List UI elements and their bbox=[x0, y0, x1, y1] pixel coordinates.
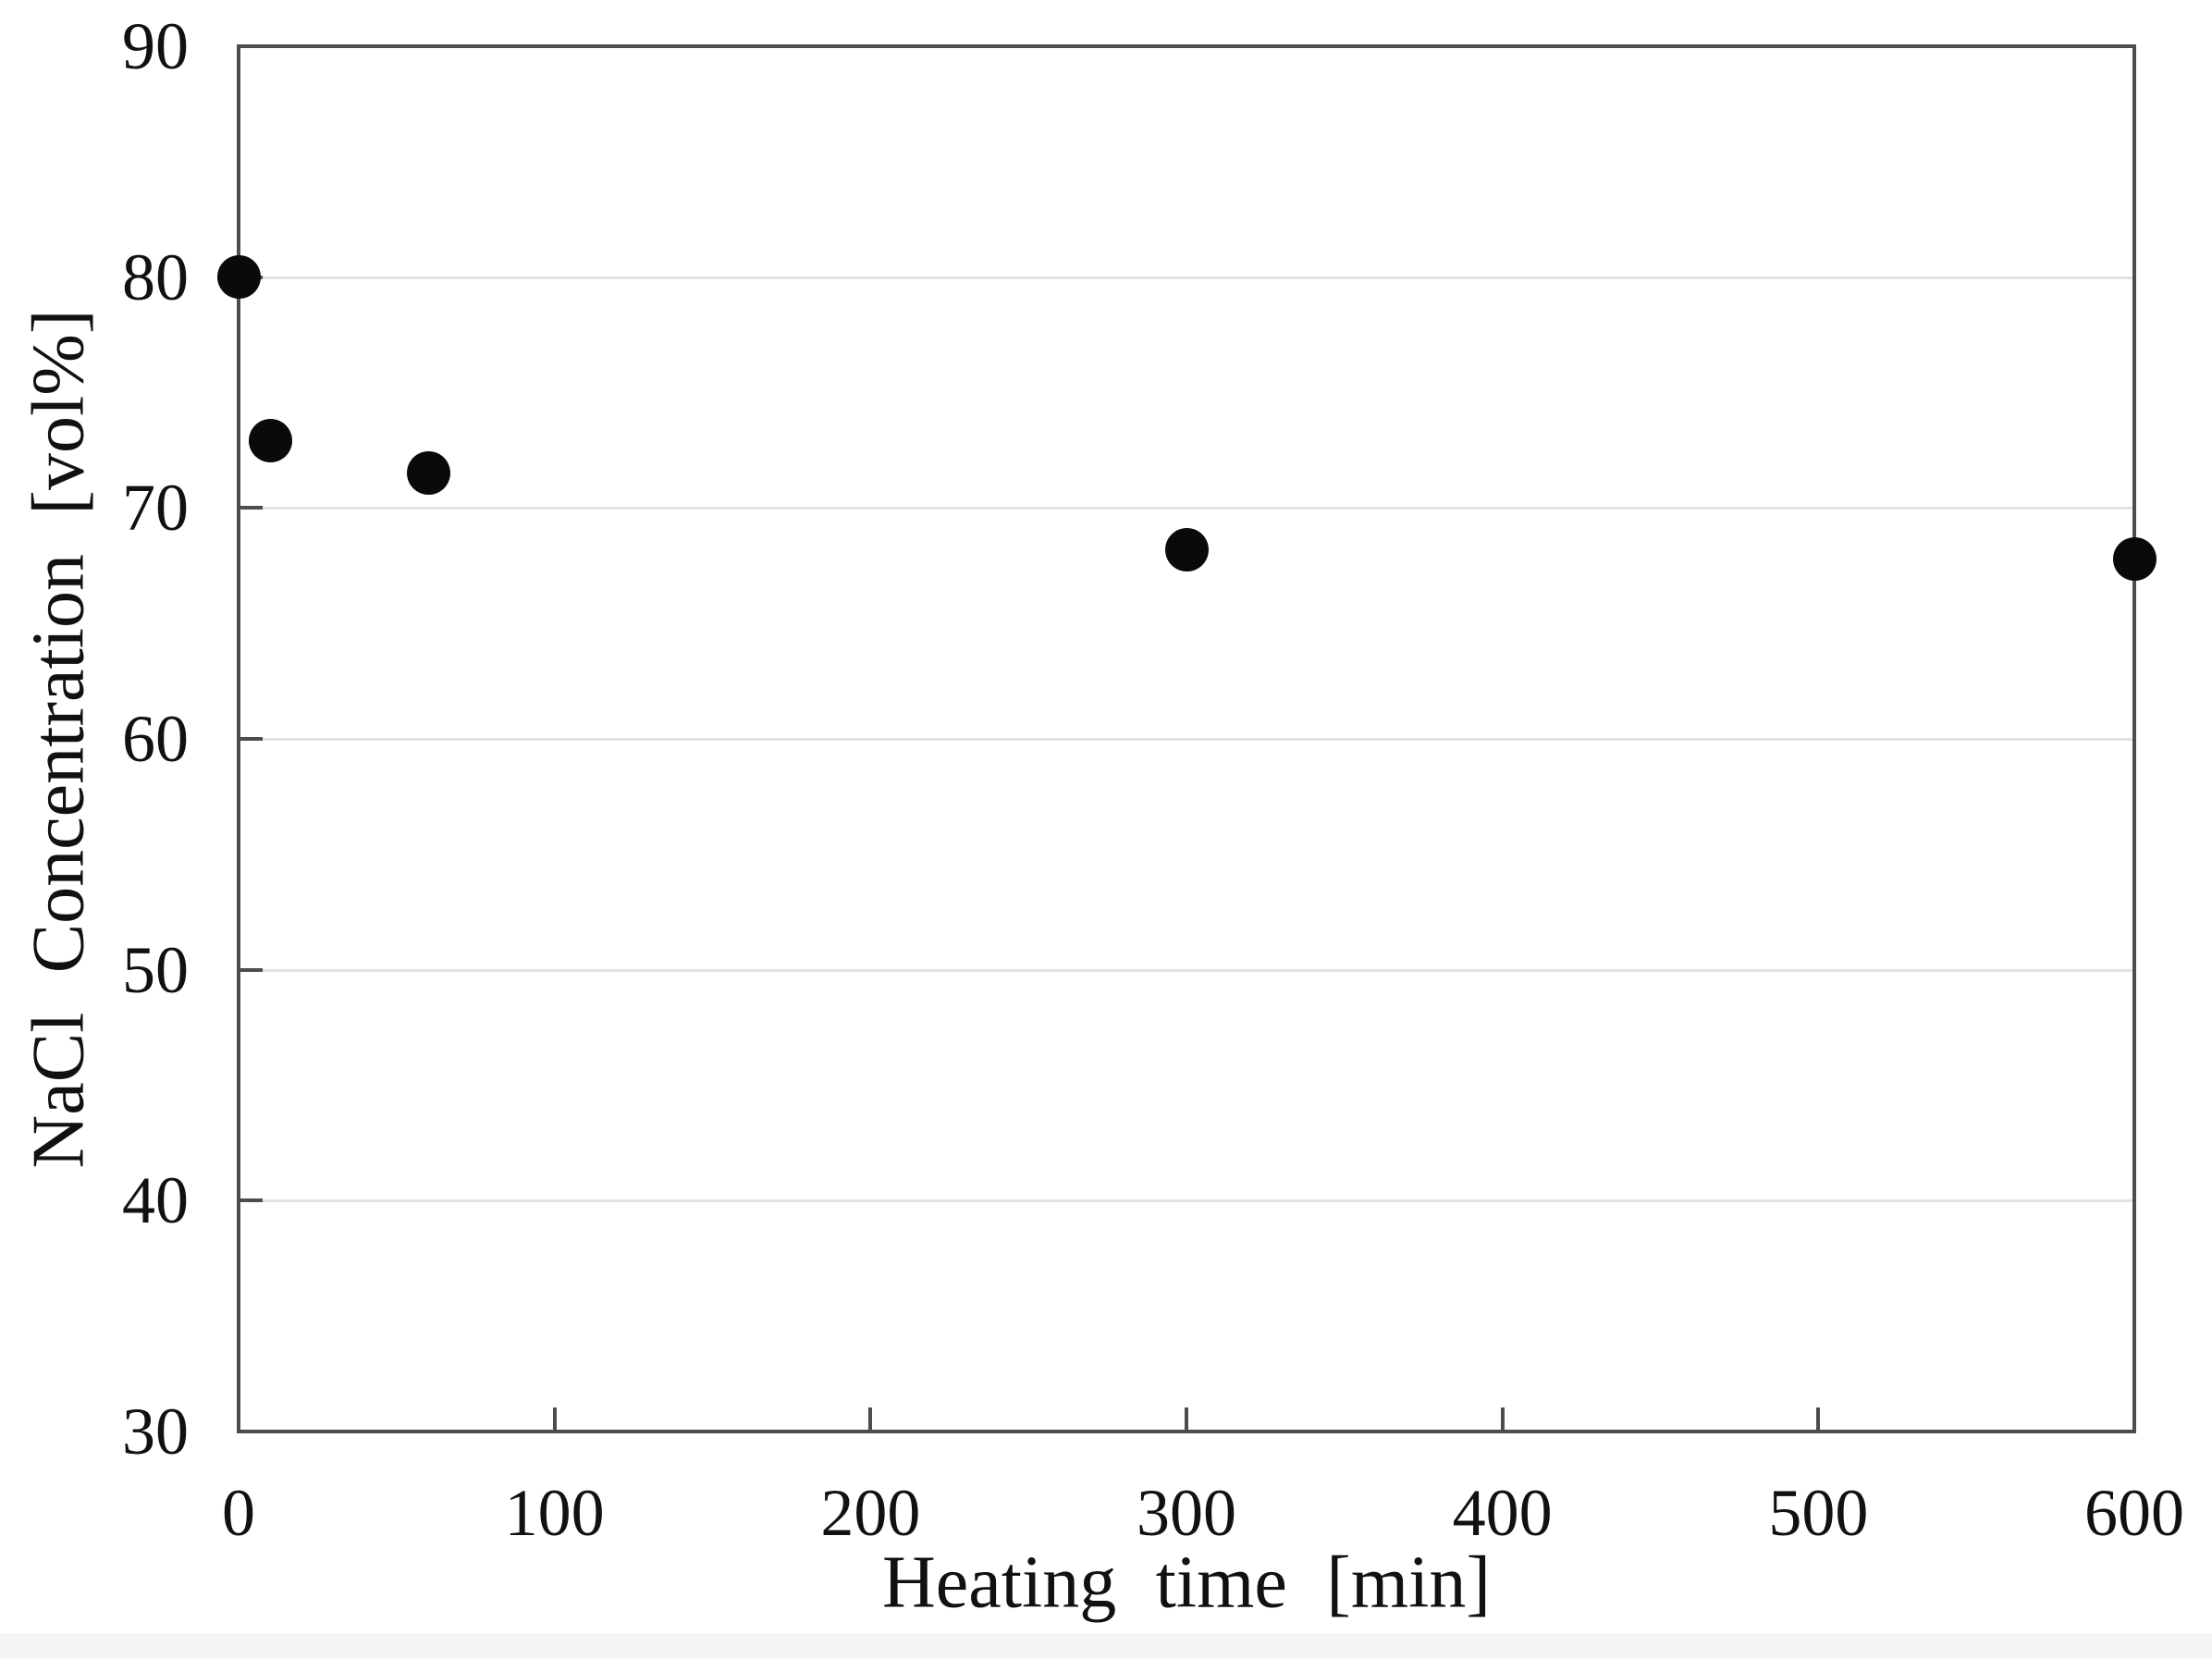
footer-strip bbox=[0, 1633, 2212, 1659]
x-tick-label-500: 500 bbox=[1768, 1476, 1869, 1550]
data-point-0 bbox=[216, 255, 261, 300]
x-tick-500 bbox=[1816, 1407, 1821, 1430]
x-tick-label-0: 0 bbox=[222, 1476, 255, 1550]
h-gridline-80 bbox=[240, 276, 2132, 279]
y-tick-label-90: 90 bbox=[122, 9, 189, 83]
x-axis-title: Heating time [min] bbox=[882, 1542, 1491, 1624]
data-point-2 bbox=[406, 451, 450, 496]
y-tick-label-30: 30 bbox=[122, 1395, 189, 1469]
data-point-4 bbox=[2112, 536, 2157, 581]
h-gridline-40 bbox=[240, 1199, 2132, 1203]
data-point-1 bbox=[248, 419, 292, 463]
h-gridline-60 bbox=[240, 738, 2132, 741]
y-tick-label-70: 70 bbox=[122, 471, 189, 546]
x-tick-label-100: 100 bbox=[504, 1476, 605, 1550]
x-tick-200 bbox=[868, 1407, 873, 1430]
y-tick-50 bbox=[240, 967, 263, 972]
y-tick-label-50: 50 bbox=[122, 932, 189, 1007]
y-tick-70 bbox=[240, 506, 263, 510]
x-tick-label-300: 300 bbox=[1137, 1476, 1236, 1550]
y-tick-label-40: 40 bbox=[122, 1163, 189, 1238]
y-tick-label-80: 80 bbox=[122, 240, 189, 314]
data-point-3 bbox=[1164, 527, 1209, 571]
h-gridline-50 bbox=[240, 968, 2132, 972]
x-tick-label-400: 400 bbox=[1452, 1476, 1553, 1550]
y-tick-60 bbox=[240, 737, 263, 741]
x-tick-label-600: 600 bbox=[2084, 1476, 2184, 1550]
y-tick-label-60: 60 bbox=[122, 702, 189, 776]
x-tick-100 bbox=[552, 1407, 557, 1430]
x-tick-label-200: 200 bbox=[820, 1476, 921, 1550]
plot-area bbox=[237, 44, 2136, 1433]
x-tick-300 bbox=[1185, 1407, 1188, 1430]
x-tick-400 bbox=[1500, 1407, 1505, 1430]
h-gridline-70 bbox=[240, 507, 2132, 510]
y-tick-40 bbox=[240, 1198, 263, 1203]
